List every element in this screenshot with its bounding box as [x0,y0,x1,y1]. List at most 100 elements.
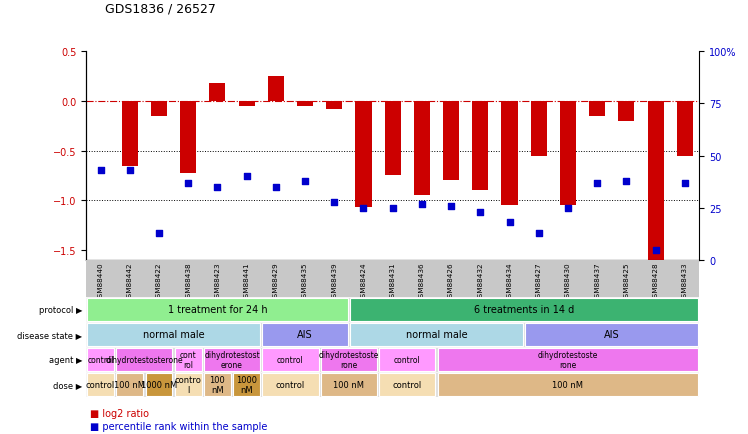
Text: GSM88441: GSM88441 [244,262,250,302]
Text: GSM88436: GSM88436 [419,262,425,302]
Bar [233,373,260,396]
Text: GDS1836 / 26527: GDS1836 / 26527 [105,2,215,15]
Bar [88,298,348,321]
Text: GSM88438: GSM88438 [186,262,191,302]
Text: control: control [393,380,422,389]
Text: GSM88422: GSM88422 [156,262,162,302]
Point [212,184,224,191]
Text: normal male: normal male [405,330,468,340]
Bar [180,102,196,173]
Text: 100
nM: 100 nM [209,375,225,395]
Text: GSM88434: GSM88434 [506,262,512,302]
Point [445,203,457,210]
Bar [268,77,284,102]
Text: cont
rol: cont rol [180,350,197,369]
Point [503,220,515,227]
Text: control: control [394,355,420,364]
Bar [263,373,319,396]
Text: 100 nM: 100 nM [553,380,583,389]
Text: 1000
nM: 1000 nM [236,375,257,395]
Bar [263,323,348,346]
Bar [88,373,114,396]
Text: ■ percentile rank within the sample: ■ percentile rank within the sample [90,421,267,431]
Text: 100 nM: 100 nM [334,380,364,389]
Text: GSM88437: GSM88437 [594,262,600,302]
Bar [355,102,372,208]
Bar [151,102,167,117]
Bar [175,373,202,396]
Bar [263,348,319,371]
Point [474,209,486,216]
Bar [88,323,260,346]
Bar [525,323,698,346]
Bar [379,348,435,371]
Bar [619,102,634,122]
Bar [531,102,547,156]
Text: agent ▶: agent ▶ [49,355,82,364]
Text: disease state ▶: disease state ▶ [17,330,82,339]
Point [387,205,399,212]
Bar [350,323,523,346]
Bar [122,102,138,166]
Bar [438,348,698,371]
Text: normal male: normal male [143,330,204,340]
Text: dihydrotestosterone: dihydrotestosterone [105,355,183,364]
Bar [175,348,202,371]
Bar [472,102,488,191]
Bar [589,102,605,117]
Point [241,174,253,181]
Point [95,168,107,174]
Point [416,201,428,207]
Point [299,178,311,185]
Text: 1 treatment for 24 h: 1 treatment for 24 h [168,305,267,315]
Bar [209,84,225,102]
Bar [297,102,313,107]
Point [153,230,165,237]
Text: dihydrotestoste
rone: dihydrotestoste rone [538,350,598,369]
Text: GSM88426: GSM88426 [448,262,454,302]
Text: GSM88433: GSM88433 [681,262,687,302]
Bar [321,373,377,396]
Bar [501,102,518,206]
Text: GSM88429: GSM88429 [273,262,279,302]
Text: GSM88431: GSM88431 [390,262,396,302]
Text: AIS: AIS [604,330,619,340]
Point [533,230,545,237]
Point [358,205,370,212]
Text: GSM88432: GSM88432 [477,262,483,302]
Text: control: control [88,355,114,364]
Point [183,180,194,187]
Bar [326,102,343,110]
Point [678,180,690,187]
Text: control: control [277,355,304,364]
Text: dihydrotestost
erone: dihydrotestost erone [204,350,260,369]
Text: 6 treatments in 14 d: 6 treatments in 14 d [474,305,574,315]
Bar [560,102,576,206]
Bar [350,298,698,321]
Bar [239,102,254,107]
Text: GSM88439: GSM88439 [331,262,337,302]
Text: dihydrotestoste
rone: dihydrotestoste rone [319,350,379,369]
Text: control: control [276,380,305,389]
Text: GSM88427: GSM88427 [536,262,542,302]
Bar [648,102,663,260]
Bar [146,373,173,396]
Text: protocol ▶: protocol ▶ [39,305,82,314]
Text: 100 nM: 100 nM [114,380,145,389]
Bar [438,373,698,396]
Text: contro
l: contro l [175,375,202,395]
Bar [204,373,231,396]
Bar [384,102,401,176]
Text: GSM88428: GSM88428 [652,262,658,302]
Point [124,168,136,174]
Bar [379,373,435,396]
Text: control: control [86,380,115,389]
Text: GSM88423: GSM88423 [215,262,221,302]
Text: GSM88425: GSM88425 [623,262,629,302]
Bar [321,348,377,371]
Bar [117,373,144,396]
Bar [677,102,693,156]
Text: GSM88430: GSM88430 [565,262,571,302]
Point [620,178,632,185]
Point [562,205,574,212]
